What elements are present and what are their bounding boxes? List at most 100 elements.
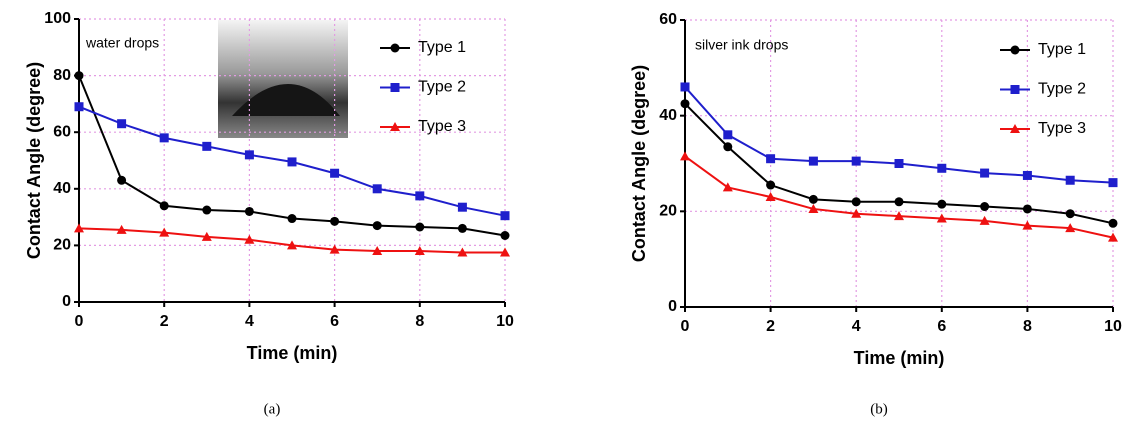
legend-label: Type 1	[418, 39, 466, 56]
inset-photo	[218, 20, 348, 138]
marker	[159, 133, 169, 143]
marker	[722, 182, 733, 192]
marker	[414, 246, 425, 256]
marker	[329, 244, 340, 254]
y-tick-label: 0	[668, 298, 677, 315]
marker	[372, 246, 383, 256]
annotation: water drops	[85, 35, 159, 51]
marker	[723, 142, 733, 152]
legend-marker	[390, 122, 400, 131]
marker	[851, 197, 861, 207]
marker	[1022, 204, 1032, 214]
marker	[201, 231, 212, 241]
marker	[766, 180, 776, 190]
marker	[457, 223, 467, 233]
marker	[202, 205, 212, 215]
marker	[851, 208, 862, 218]
x-tick-label: 2	[160, 313, 169, 330]
legend-marker	[390, 83, 400, 92]
marker	[287, 157, 297, 167]
marker	[1065, 223, 1076, 233]
y-axis-label: Contact Angle (degree)	[24, 62, 44, 259]
marker	[1022, 170, 1032, 180]
marker	[287, 214, 297, 224]
marker	[500, 230, 510, 240]
marker	[851, 156, 861, 166]
legend-label: Type 2	[1038, 81, 1086, 98]
marker	[372, 184, 382, 194]
legend-label: Type 3	[1038, 120, 1086, 137]
x-axis-label: Time (min)	[247, 343, 338, 363]
marker	[415, 191, 425, 201]
y-tick-label: 60	[53, 123, 71, 140]
marker	[936, 213, 947, 223]
x-tick-label: 4	[245, 313, 254, 330]
marker	[244, 150, 254, 160]
marker	[980, 202, 990, 212]
legend-label: Type 3	[418, 118, 466, 135]
y-tick-label: 20	[53, 237, 71, 254]
legend-marker	[390, 43, 400, 53]
marker	[244, 206, 254, 216]
caption: (b)	[870, 401, 888, 417]
y-tick-label: 80	[53, 67, 71, 84]
x-tick-label: 6	[330, 313, 339, 330]
x-tick-label: 10	[1104, 318, 1122, 335]
marker	[117, 119, 127, 129]
y-tick-label: 100	[44, 10, 71, 27]
marker	[500, 247, 510, 257]
annotation: silver ink drops	[695, 37, 788, 53]
marker	[937, 199, 947, 209]
y-tick-label: 0	[62, 293, 71, 310]
marker	[723, 130, 733, 140]
x-tick-label: 2	[766, 318, 775, 335]
axis-line	[78, 19, 505, 303]
legend-label: Type 2	[418, 79, 466, 96]
x-tick-label: 0	[681, 318, 690, 335]
marker	[894, 211, 904, 221]
x-tick-label: 4	[852, 318, 861, 335]
marker	[74, 223, 84, 233]
marker	[979, 215, 990, 225]
marker	[74, 102, 84, 112]
marker	[680, 151, 690, 161]
legend-label: Type 1	[1038, 41, 1086, 58]
marker	[457, 202, 467, 212]
marker	[159, 201, 169, 211]
marker	[74, 71, 84, 81]
y-tick-label: 60	[659, 11, 677, 28]
marker	[680, 99, 690, 109]
marker	[680, 82, 690, 92]
marker	[1108, 232, 1118, 242]
marker	[766, 154, 776, 164]
x-tick-label: 10	[496, 313, 514, 330]
line	[684, 155, 1114, 239]
marker	[117, 175, 127, 185]
marker	[1108, 218, 1118, 228]
marker	[765, 191, 776, 201]
marker	[500, 211, 510, 221]
marker	[894, 159, 904, 168]
marker	[808, 156, 818, 166]
marker	[808, 194, 818, 204]
marker	[937, 163, 947, 173]
marker	[415, 222, 425, 232]
y-tick-label: 40	[659, 107, 677, 124]
x-tick-label: 8	[1023, 318, 1032, 335]
legend-marker	[1010, 45, 1020, 55]
caption: (a)	[264, 401, 281, 417]
marker	[330, 216, 340, 226]
marker	[980, 168, 990, 178]
marker	[244, 234, 255, 244]
marker	[457, 247, 468, 257]
y-tick-label: 40	[53, 180, 71, 197]
axis-line	[684, 20, 1113, 308]
marker	[287, 240, 297, 250]
x-tick-label: 6	[937, 318, 946, 335]
marker	[202, 141, 212, 151]
marker	[808, 203, 819, 213]
legend-marker	[1010, 85, 1020, 94]
marker	[159, 227, 170, 237]
x-tick-label: 0	[75, 313, 84, 330]
